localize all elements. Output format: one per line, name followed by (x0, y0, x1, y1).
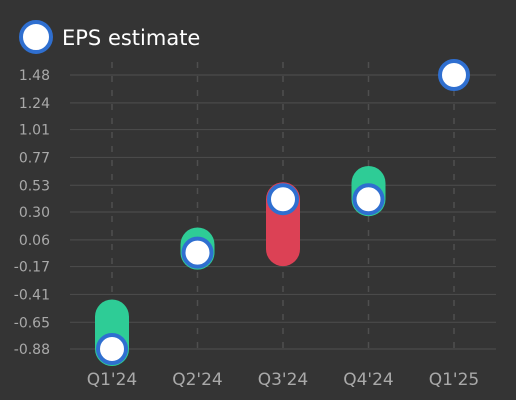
legend-marker (19, 20, 53, 54)
estimate-marker (438, 59, 470, 91)
x-tick-label: Q1'24 (87, 370, 138, 390)
legend-label: EPS estimate (62, 26, 200, 50)
y-tick-label: -0.17 (14, 260, 50, 276)
x-tick-label: Q4'24 (343, 370, 394, 390)
y-tick-label: 0.77 (19, 150, 50, 166)
x-tick-label: Q3'24 (258, 370, 309, 390)
y-tick-label: 0.06 (19, 233, 50, 249)
x-tick-label: Q1'25 (429, 370, 480, 390)
estimate-marker (96, 333, 128, 365)
y-axis-tick-labels: 1.48 1.24 1.01 0.77 0.53 0.30 0.06 -0.17 -0.41 -0… (14, 68, 50, 358)
y-tick-label: 1.48 (19, 68, 50, 84)
y-tick-label: 0.30 (19, 205, 50, 221)
x-axis-tick-labels: Q1'24 Q2'24 Q3'24 Q4'24 Q1'25 (87, 370, 480, 390)
estimate-marker (267, 183, 299, 216)
y-tick-label: -0.65 (14, 315, 50, 331)
estimate-marker (181, 236, 214, 269)
y-tick-label: -0.41 (14, 287, 50, 303)
y-tick-label: 1.24 (19, 96, 50, 112)
y-tick-label: -0.88 (14, 342, 50, 358)
estimate-marker (352, 183, 385, 216)
x-tick-label: Q2'24 (172, 370, 223, 390)
estimate-markers (96, 59, 470, 365)
y-tick-label: 0.53 (19, 178, 50, 194)
y-tick-label: 1.01 (19, 123, 50, 139)
legend: EPS estimate (19, 20, 200, 54)
